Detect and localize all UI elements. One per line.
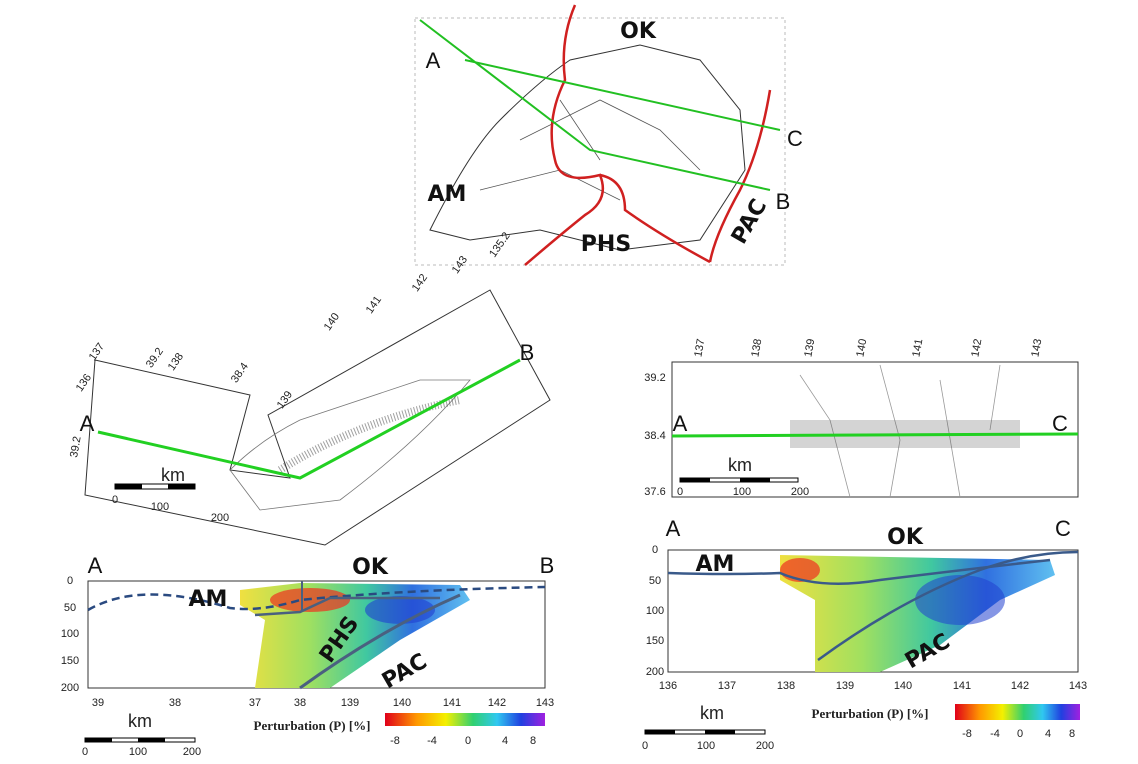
plate-label: PHS	[581, 232, 631, 257]
coordinate-label: 136	[74, 372, 94, 394]
plate-label: AM	[189, 587, 228, 612]
colorbar-tick: -4	[990, 728, 1000, 740]
scale-tick: 100	[733, 486, 751, 498]
depth-tick: 50	[649, 575, 661, 587]
scale-unit: km	[728, 455, 752, 475]
distance-tick: 38	[294, 697, 306, 709]
scale-tick: 0	[642, 740, 648, 752]
point-label: B	[520, 340, 535, 365]
scale-unit: km	[128, 711, 152, 731]
distance-tick: 140	[894, 680, 912, 692]
scale-tick: 0	[112, 494, 118, 506]
distance-tick: 137	[718, 680, 736, 692]
plate-label: OK	[352, 555, 389, 580]
scale-tick: 100	[697, 740, 715, 752]
left-map	[84, 289, 551, 546]
lon-label: 143	[1029, 338, 1044, 358]
scale-tick: 200	[183, 746, 201, 758]
scale-tick: 100	[151, 501, 169, 513]
depth-tick: 0	[652, 544, 658, 556]
plate-label: AM	[696, 552, 735, 577]
colorbar-label: Perturbation (P) [%]	[254, 718, 371, 733]
point-label: C	[1055, 516, 1071, 541]
point-label: C	[1052, 411, 1068, 436]
coordinate-label: 38.4	[229, 361, 251, 385]
depth-tick: 200	[646, 666, 664, 678]
colorbar-tick: 8	[530, 735, 536, 747]
right-section	[644, 549, 1080, 735]
left-section	[84, 580, 546, 743]
colorbar-tick: 4	[1045, 728, 1051, 740]
coordinate-label: 137	[87, 341, 107, 363]
distance-tick: 142	[1011, 680, 1029, 692]
coordinate-label: 141	[364, 294, 384, 316]
lon-label: 141	[910, 338, 925, 358]
colorbar-tick: 4	[502, 735, 508, 747]
lat-label: 38.4	[644, 430, 665, 442]
distance-tick: 139	[836, 680, 854, 692]
distance-tick: 141	[443, 697, 461, 709]
plate-label: OK	[887, 525, 924, 550]
point-label: A	[673, 411, 688, 436]
lon-label: 142	[969, 338, 984, 358]
lat-label: 39.2	[644, 372, 665, 384]
distance-tick: 37	[249, 697, 261, 709]
depth-tick: 200	[61, 682, 79, 694]
distance-tick: 140	[393, 697, 411, 709]
colorbar-tick: 0	[465, 735, 471, 747]
distance-tick: 136	[659, 680, 677, 692]
lon-label: 138	[749, 338, 764, 358]
point-label: B	[776, 189, 791, 214]
colorbar-tick: 8	[1069, 728, 1075, 740]
colorbar-tick: -4	[427, 735, 437, 747]
distance-tick: 38	[169, 697, 181, 709]
scale-unit: km	[161, 465, 185, 485]
plate-label: AM	[428, 182, 467, 207]
coordinate-label: 142	[410, 272, 430, 294]
depth-tick: 150	[61, 655, 79, 667]
coordinate-label: 139	[275, 389, 295, 411]
distance-tick: 139	[341, 697, 359, 709]
scale-tick: 0	[82, 746, 88, 758]
scale-tick: 200	[791, 486, 809, 498]
depth-tick: 0	[67, 575, 73, 587]
right-map	[671, 361, 1079, 498]
distance-tick: 142	[488, 697, 506, 709]
colorbar-tick: -8	[390, 735, 400, 747]
depth-tick: 50	[64, 602, 76, 614]
point-label: B	[540, 553, 555, 578]
distance-tick: 141	[953, 680, 971, 692]
coordinate-label: 140	[322, 311, 342, 333]
lon-label: 137	[692, 338, 707, 358]
distance-tick: 143	[536, 697, 554, 709]
point-label: A	[426, 48, 441, 73]
coordinate-label: 39.2	[68, 435, 84, 458]
lon-label: 140	[854, 338, 869, 358]
point-label: A	[88, 553, 103, 578]
plate-label: OK	[620, 19, 657, 44]
point-label: C	[787, 126, 803, 151]
scale-tick: 0	[677, 486, 683, 498]
colorbar-label: Perturbation (P) [%]	[812, 706, 929, 721]
distance-tick: 143	[1069, 680, 1087, 692]
lat-label: 37.6	[644, 486, 665, 498]
point-label: A	[666, 516, 681, 541]
point-label: A	[80, 411, 95, 436]
lon-label: 139	[802, 338, 817, 358]
scale-tick: 200	[756, 740, 774, 752]
scale-tick: 100	[129, 746, 147, 758]
scale-tick: 200	[211, 512, 229, 524]
depth-tick: 100	[61, 628, 79, 640]
coordinate-label: 138	[166, 351, 186, 373]
colorbar-tick: -8	[962, 728, 972, 740]
depth-tick: 150	[646, 635, 664, 647]
coordinate-label: 39.2	[144, 346, 166, 370]
distance-tick: 39	[92, 697, 104, 709]
scale-unit: km	[700, 703, 724, 723]
distance-tick: 138	[777, 680, 795, 692]
colorbar-tick: 0	[1017, 728, 1023, 740]
depth-tick: 100	[646, 605, 664, 617]
top-map	[414, 4, 786, 266]
